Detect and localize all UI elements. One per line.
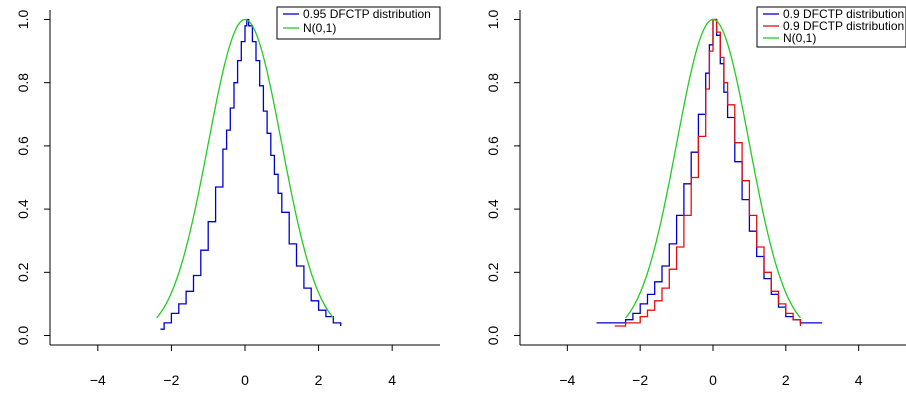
y-tick-label: 0.2 [485,262,501,282]
series-line-normal [625,18,801,319]
left-chart-panel: 0.0 0.2 0.4 0.6 0.8 1.0 −4 −2 0 2 4 0.95 DFCTP dist… [15,6,441,388]
x-tick-label: 4 [855,372,863,388]
x-tick-label: −4 [90,372,106,388]
x-tick-label: 4 [388,372,396,388]
y-tick-label: 0.0 [15,326,31,346]
y-tick-label: 0.4 [15,199,31,219]
legend-label: N(0,1) [783,31,816,45]
series-line-normal [156,18,334,319]
legend-box [756,6,906,48]
y-tick-label: 0.6 [485,136,501,156]
x-tick-label: 2 [782,372,790,388]
y-tick-label: 0.8 [485,73,501,93]
series-line-dfctp-0 [160,18,342,330]
y-tick-label: 0.2 [15,262,31,282]
y-tick-label: 0.8 [15,73,31,93]
y-tick-label: 1.0 [15,10,31,30]
x-tick-label: −2 [163,372,179,388]
legend-box [276,6,441,40]
legend-label: 0.95 DFCTP distribution [303,7,431,21]
legend-label: 0.9 DFCTP distribution [783,19,904,33]
y-tick-label: 0.6 [15,136,31,156]
y-tick-label: 0.4 [485,199,501,219]
legend-label: N(0,1) [303,21,336,35]
x-tick-label: 2 [315,372,323,388]
x-tick-label: −2 [632,372,648,388]
x-tick-label: 0 [709,372,717,388]
series-line-dfctp-1 [614,18,802,327]
y-tick-label: 1.0 [485,10,501,30]
y-tick-label: 0.0 [485,326,501,346]
legend-label: 0.9 DFCTP distribution [783,7,904,21]
x-tick-label: −4 [559,372,575,388]
right-chart-panel: 0.0 0.2 0.4 0.6 0.8 1.0 −4 −2 0 2 4 0.9 DFCTP distr… [485,6,906,388]
x-tick-label: 0 [241,372,249,388]
